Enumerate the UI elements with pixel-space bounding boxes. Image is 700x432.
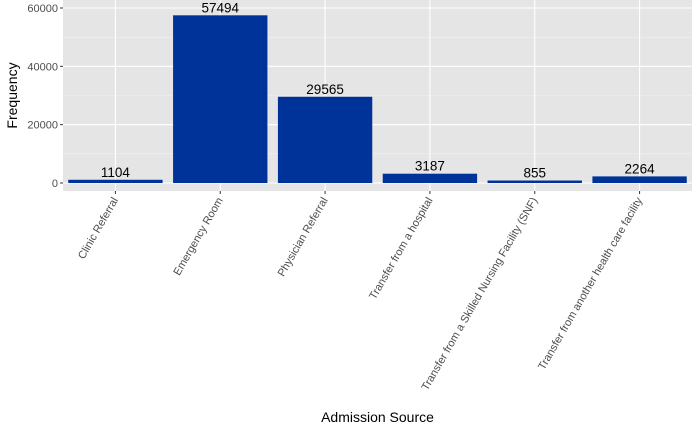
data-labels: 1104 57494 29565 3187 855 2264 [101, 0, 655, 180]
x-axis-title: Admission Source [321, 409, 434, 425]
bar [382, 173, 478, 183]
bars [68, 15, 687, 183]
bar [592, 176, 687, 183]
data-label: 57494 [201, 0, 239, 15]
x-tick-label: Physician Referral [276, 196, 331, 279]
y-tick-label: 60000 [27, 3, 58, 15]
y-axis: 0 20000 40000 60000 [27, 3, 63, 190]
y-tick-label: 0 [52, 178, 58, 190]
bar [173, 15, 268, 183]
x-axis: Clinic Referral Emergency Room Physician R… [76, 191, 645, 393]
x-tick-label: Transfer from a Skilled Nursing Facility… [420, 196, 541, 393]
bar [487, 180, 582, 183]
bar [68, 179, 163, 183]
y-tick-label: 40000 [27, 61, 58, 73]
data-label: 3187 [415, 159, 445, 174]
x-tick-label: Emergency Room [171, 196, 225, 278]
x-tick-label: Clinic Referral [76, 196, 121, 262]
data-label: 1104 [101, 165, 131, 180]
bar [277, 96, 373, 183]
x-tick-label: Transfer from a hospital [367, 195, 435, 301]
x-tick-label: Transfer from another health care facili… [536, 195, 645, 372]
data-label: 2264 [625, 161, 656, 176]
y-axis-title: Frequency [4, 62, 20, 128]
y-tick-label: 20000 [27, 120, 58, 132]
data-label: 29565 [306, 82, 344, 97]
data-label: 855 [523, 166, 546, 181]
